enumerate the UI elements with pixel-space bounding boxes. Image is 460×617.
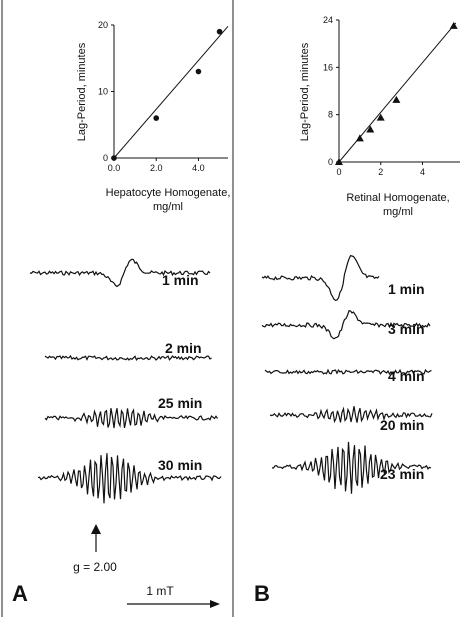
- data-point: [195, 68, 202, 75]
- epr-trace: [37, 453, 222, 504]
- panel-letter-a: A: [12, 581, 28, 606]
- data-point: [366, 125, 375, 133]
- trace-label: 23 min: [380, 466, 424, 482]
- scale-bar: 1 mT: [127, 584, 220, 608]
- epr-trace: [269, 406, 433, 424]
- data-point: [376, 113, 385, 121]
- trace-label: 1 min: [388, 281, 425, 297]
- x-tick-label: 0.0: [108, 163, 121, 173]
- plot-a-ylabel: Lag-Period, minutes: [76, 42, 88, 141]
- y-tick-label: 8: [328, 110, 333, 120]
- epr-trace: [261, 310, 431, 340]
- trace-label: 1 min: [162, 272, 199, 288]
- trace-label: 20 min: [380, 417, 424, 433]
- data-point: [216, 28, 223, 35]
- traces-a: 1 min 2 min 25 min 30 min: [29, 258, 222, 504]
- y-tick-label: 16: [323, 62, 333, 72]
- data-point: [153, 115, 160, 121]
- x-tick-label: 2: [378, 167, 383, 177]
- g-marker-label: g = 2.00: [73, 560, 117, 574]
- y-tick-label: 20: [98, 20, 108, 30]
- arrow-up-icon: [91, 524, 101, 534]
- trace-label: 30 min: [158, 457, 202, 473]
- plot-a-xlabel-line1: Hepatocyte Homogenate,: [106, 187, 231, 199]
- y-tick-label: 10: [98, 87, 108, 97]
- y-tick-label: 0: [328, 157, 333, 167]
- trace-label: 3 min: [388, 321, 425, 337]
- traces-b: 1 min 3 min 4 min 20 min 23 min: [261, 255, 433, 494]
- arrow-right-icon: [210, 600, 220, 608]
- epr-trace: [29, 258, 211, 288]
- y-tick-label: 24: [323, 15, 333, 25]
- x-tick-label: 4: [420, 167, 425, 177]
- data-point: [335, 158, 343, 165]
- epr-trace: [271, 441, 432, 494]
- epr-trace: [44, 354, 212, 362]
- epr-trace: [264, 368, 432, 376]
- y-tick-label: 0: [103, 153, 108, 163]
- trace-label: 2 min: [165, 340, 202, 356]
- epr-trace: [44, 408, 218, 429]
- trace-label: 25 min: [158, 395, 202, 411]
- plot-b-ylabel: Lag-Period, minutes: [299, 42, 311, 141]
- epr-trace: [261, 255, 380, 301]
- data-point: [392, 95, 401, 103]
- panel-letter-b: B: [254, 581, 270, 606]
- g-marker: g = 2.00: [73, 524, 117, 574]
- plot-a-xlabel-line2: mg/ml: [153, 201, 183, 213]
- plot-a-fit-line: [113, 26, 229, 159]
- data-point: [355, 134, 364, 142]
- trace-label: 4 min: [388, 368, 425, 384]
- plot-b-xlabel-line1: Retinal Homogenate,: [346, 192, 449, 204]
- x-tick-label: 0: [336, 167, 341, 177]
- plot-b-xlabel-line2: mg/ml: [383, 206, 413, 218]
- plot-a: 0.0 2.0 4.0 0 10 20 Lag-Period, minutes Hepa…: [76, 20, 230, 213]
- scale-bar-label: 1 mT: [146, 584, 174, 598]
- data-point: [111, 155, 117, 161]
- x-tick-label: 4.0: [192, 163, 205, 173]
- data-point: [449, 21, 458, 29]
- x-tick-label: 2.0: [150, 163, 163, 173]
